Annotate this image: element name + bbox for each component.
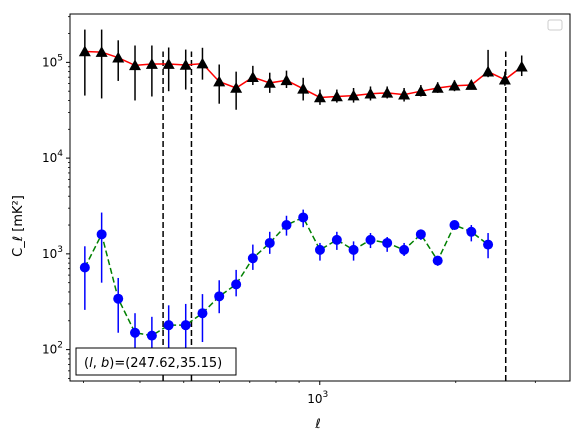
annotation-box: (l, b)=(247.62,35.15) [75,347,237,376]
y-tick-exponent: 4 [57,149,63,159]
annotation-l: l [89,356,93,371]
data-point-triangle [482,65,495,77]
data-point-triangle [398,88,411,100]
data-point-circle [113,293,124,304]
data-point-triangle [381,86,394,98]
data-point-triangle [263,76,276,88]
y-tick-exponent: 2 [57,341,63,351]
data-point-circle [348,244,359,255]
y-tick-exponent: 3 [57,245,63,255]
data-point-triangle [297,82,310,94]
data-point-circle [130,327,141,338]
data-point-circle [146,330,157,341]
data-point-triangle [330,90,343,102]
data-point-triangle [112,51,125,63]
data-point-triangle [78,45,91,57]
data-point-triangle [431,81,444,93]
data-point-circle [214,291,225,302]
data-point-triangle [95,46,108,57]
data-point-triangle [313,91,326,103]
data-point-circle [365,234,376,245]
data-point-circle [432,255,443,266]
data-point-circle [314,244,325,255]
plot-area [78,29,528,381]
data-point-circle [163,320,174,331]
data-point-triangle [179,58,192,70]
data-point-circle [415,229,426,240]
data-point-circle [79,262,90,273]
data-point-triangle [498,73,511,85]
data-point-triangle [364,87,377,99]
data-point-circle [449,220,460,231]
data-point-triangle [465,79,478,90]
annotation-b: b [101,356,109,371]
data-point-circle [466,226,477,237]
x-axis-label: ℓ [314,417,320,432]
data-point-circle [281,220,292,231]
y-axis-label: C_ℓ [mK²] [11,195,26,257]
data-group [78,29,528,381]
data-point-triangle [280,74,293,86]
data-point-circle [197,308,208,319]
annotation-text: (l, b)=(247.62,35.15) [84,356,222,371]
data-point-triangle [515,60,528,72]
legend-box [547,19,563,31]
data-point-circle [298,212,309,223]
data-point-triangle [448,79,461,91]
annotation-value: =(247.62,35.15) [114,356,222,371]
data-point-triangle [414,85,427,96]
x-tick-exponent: 3 [323,390,329,400]
data-point-triangle [162,58,175,69]
data-point-triangle [347,89,360,101]
y-tick-exponent: 5 [57,53,63,63]
data-point-circle [247,253,258,264]
data-point-circle [180,320,191,331]
data-point-triangle [145,58,158,69]
data-point-circle [96,229,107,240]
data-point-triangle [213,75,226,87]
data-point-circle [264,237,275,248]
data-point-circle [483,239,494,250]
data-point-triangle [230,81,243,93]
data-point-circle [331,234,342,245]
data-point-triangle [196,57,209,69]
data-point-circle [399,244,410,255]
data-point-circle [382,237,393,248]
data-point-circle [231,279,242,290]
data-point-triangle [129,59,142,71]
data-point-triangle [246,71,259,82]
